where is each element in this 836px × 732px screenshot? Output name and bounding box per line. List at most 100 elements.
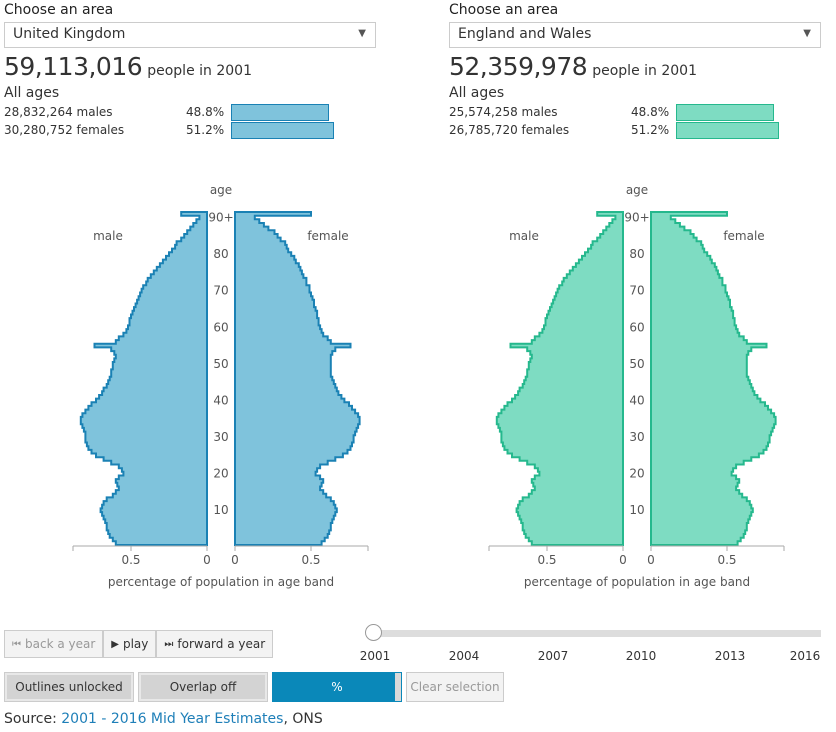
age-tick-label: 10 xyxy=(213,503,228,517)
skip-forward-icon: ⏭ xyxy=(164,638,174,650)
population-summary: 59,113,016 people in 2001 xyxy=(4,52,376,82)
source-prefix: Source: xyxy=(4,711,62,727)
age-tick-label: 40 xyxy=(629,393,644,407)
female-series-area xyxy=(234,211,361,546)
year-slider[interactable]: 2001 2004 2007 2010 2013 2016 xyxy=(360,624,821,674)
age-tick-label: 40 xyxy=(213,393,228,407)
source-link[interactable]: 2001 - 2016 Mid Year Estimates xyxy=(61,711,284,727)
x-tick-label: 0 xyxy=(647,553,655,567)
age-tick-label: 80 xyxy=(213,247,228,261)
skip-back-icon: ⏮ xyxy=(12,638,21,650)
choose-area-label: Choose an area xyxy=(4,2,114,18)
male-series-area xyxy=(79,211,208,546)
female-label: female xyxy=(307,229,348,243)
percent-toggle-button[interactable]: % xyxy=(272,672,402,702)
females-percent: 51.2% xyxy=(631,123,670,137)
age-tick-label: 60 xyxy=(629,320,644,334)
outlines-toggle-button[interactable]: Outlines unlocked xyxy=(4,672,134,702)
x-tick-label: 0.5 xyxy=(301,553,320,567)
males-row: 28,832,264 males 48.8% xyxy=(4,103,376,121)
source-line: Source: 2001 - 2016 Mid Year Estimates, … xyxy=(4,711,323,727)
year-tick-label: 2007 xyxy=(537,649,569,663)
population-total: 52,359,978 xyxy=(449,52,588,81)
play-button[interactable]: ▶ play xyxy=(103,630,157,658)
clear-selection-button[interactable]: Clear selection xyxy=(406,672,504,702)
males-count: 25,574,258 males xyxy=(449,105,558,119)
source-suffix: , ONS xyxy=(283,711,323,727)
population-suffix: people in 2001 xyxy=(147,63,252,79)
playback-controls: ⏮ back a year ▶ play ⏭ forward a year xyxy=(4,630,274,658)
age-tick-label: 30 xyxy=(629,430,644,444)
age-tick-label: 80 xyxy=(629,247,644,261)
year-tick-label: 2013 xyxy=(714,649,746,663)
age-tick-label: 50 xyxy=(213,357,228,371)
overlap-toggle-button[interactable]: Overlap off xyxy=(138,672,268,702)
x-axis-label: percentage of population in age band xyxy=(108,575,334,589)
male-label: male xyxy=(509,229,539,243)
x-tick-label: 0 xyxy=(203,553,211,567)
year-tick-label: 2001 xyxy=(359,649,391,663)
play-label: play xyxy=(122,637,149,651)
area-select[interactable]: England and Wales ▼ xyxy=(449,22,821,48)
x-axis-label: percentage of population in age band xyxy=(524,575,750,589)
females-percent: 51.2% xyxy=(186,123,225,137)
slider-handle[interactable] xyxy=(365,624,382,641)
age-tick-label: 50 xyxy=(629,357,644,371)
year-tick-label: 2016 xyxy=(789,649,821,663)
age-tick-label: 90+ xyxy=(624,210,649,224)
ages-label: All ages xyxy=(4,85,60,101)
panel-left: Choose an area United Kingdom ▼ 59,113,0… xyxy=(4,0,376,139)
males-percent: 48.8% xyxy=(186,105,225,119)
x-tick-label: 0 xyxy=(231,553,239,567)
age-tick-label: 10 xyxy=(629,503,644,517)
males-row: 25,574,258 males 48.8% xyxy=(449,103,821,121)
forward-a-year-button[interactable]: ⏭ forward a year xyxy=(156,630,274,658)
x-tick-label: 0 xyxy=(619,553,627,567)
females-count: 30,280,752 females xyxy=(4,123,125,137)
population-pyramid-left: 0.5 0 0 0.5 percentage of population in age … xyxy=(72,183,369,589)
population-pyramid-right: 0.5 0 0 0.5 percentage of population in age … xyxy=(488,183,785,589)
females-bar xyxy=(676,122,779,139)
play-icon: ▶ xyxy=(111,638,119,650)
females-row: 30,280,752 females 51.2% xyxy=(4,121,376,139)
population-total: 59,113,016 xyxy=(4,52,143,81)
year-tick-label: 2004 xyxy=(448,649,480,663)
area-select-value: United Kingdom xyxy=(13,26,126,42)
view-toggles: Outlines unlocked Overlap off % Clear se… xyxy=(4,672,508,702)
female-series-area xyxy=(650,211,777,546)
females-row: 26,785,720 females 51.2% xyxy=(449,121,821,139)
x-tick-label: 0.5 xyxy=(717,553,736,567)
age-tick-label: 30 xyxy=(213,430,228,444)
area-select-value: England and Wales xyxy=(458,26,592,42)
age-tick-label: 90+ xyxy=(208,210,233,224)
forward-a-year-label: forward a year xyxy=(177,637,266,651)
male-series-area xyxy=(495,211,624,546)
female-label: female xyxy=(723,229,764,243)
panel-right: Choose an area England and Wales ▼ 52,35… xyxy=(449,0,821,139)
females-bar xyxy=(231,122,334,139)
males-bar xyxy=(231,104,329,121)
age-tick-label: 60 xyxy=(213,320,228,334)
dropdown-arrow-icon: ▼ xyxy=(803,28,811,39)
males-count: 28,832,264 males xyxy=(4,105,113,119)
population-summary: 52,359,978 people in 2001 xyxy=(449,52,821,82)
age-tick-label: 70 xyxy=(213,284,228,298)
females-count: 26,785,720 females xyxy=(449,123,570,137)
back-a-year-button[interactable]: ⏮ back a year xyxy=(4,630,104,658)
males-percent: 48.8% xyxy=(631,105,670,119)
x-tick-label: 0.5 xyxy=(121,553,140,567)
male-label: male xyxy=(93,229,123,243)
age-tick-label: 20 xyxy=(629,467,644,481)
area-select[interactable]: United Kingdom ▼ xyxy=(4,22,376,48)
age-tick-label: 20 xyxy=(213,467,228,481)
age-tick-label: 70 xyxy=(629,284,644,298)
dropdown-arrow-icon: ▼ xyxy=(358,28,366,39)
year-tick-label: 2010 xyxy=(625,649,657,663)
x-tick-label: 0.5 xyxy=(537,553,556,567)
y-axis-label: age xyxy=(210,183,232,197)
males-bar xyxy=(676,104,774,121)
ages-label: All ages xyxy=(449,85,505,101)
population-suffix: people in 2001 xyxy=(592,63,697,79)
slider-track[interactable] xyxy=(374,630,821,637)
back-a-year-label: back a year xyxy=(25,637,96,651)
